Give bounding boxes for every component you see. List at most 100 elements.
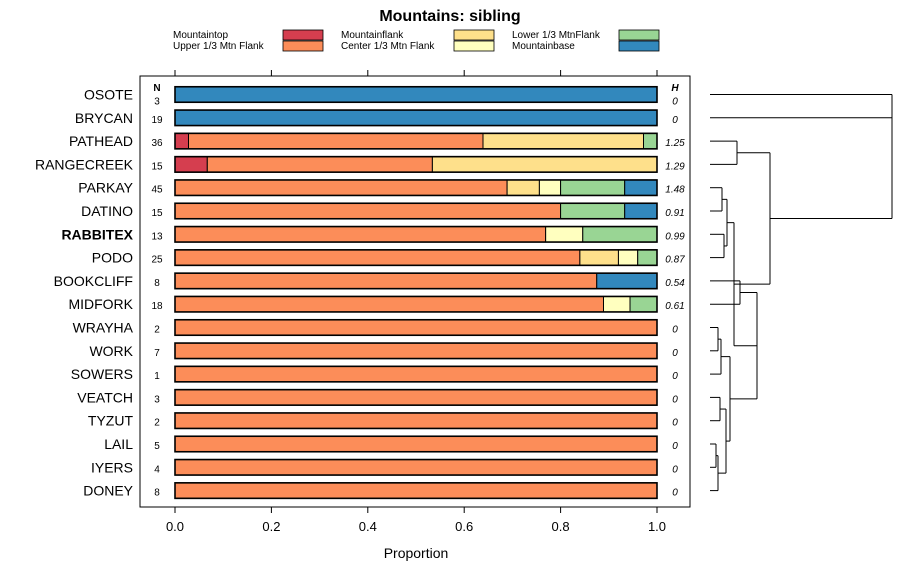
row-label: OSOTE xyxy=(84,87,133,103)
row-label: RANGECREEK xyxy=(35,156,134,172)
n-value: 25 xyxy=(151,255,163,266)
plot-frame xyxy=(139,75,691,508)
chart-title: Mountains: sibling xyxy=(379,8,520,25)
bar-outline xyxy=(174,249,658,267)
row-label: DATINO xyxy=(81,203,133,219)
bar-segment xyxy=(174,132,189,150)
bar-rows: OSOTE 3 0 BRYCAN 19 0 PATHEAD 36 1.25 RANGECREEK 1… xyxy=(35,85,685,500)
h-value: 0 xyxy=(672,97,678,108)
h-value: 0.99 xyxy=(665,231,685,242)
x-axis-title: Proportion xyxy=(384,545,449,561)
bar-segment xyxy=(174,482,658,499)
bar-segment xyxy=(174,156,208,173)
h-value: 1.29 xyxy=(665,161,685,172)
legend-label: Mountaintop xyxy=(173,30,228,41)
x-tick-label: 0.0 xyxy=(166,519,184,534)
bar-segment xyxy=(482,132,645,150)
row-label: RABBITEX xyxy=(61,226,133,242)
bar-segment xyxy=(629,295,658,313)
x-tick-label: 0.8 xyxy=(552,519,570,534)
bar-segment xyxy=(174,109,658,127)
row-label: PODO xyxy=(92,250,133,266)
legend-label: Mountainflank xyxy=(341,30,404,41)
n-value: 4 xyxy=(154,464,160,475)
h-value: 0.54 xyxy=(665,278,685,289)
bar-segment xyxy=(174,179,508,196)
bar-outline xyxy=(174,435,658,453)
n-value: 8 xyxy=(154,488,160,499)
n-value: 19 xyxy=(151,115,163,126)
legend-swatch xyxy=(618,29,660,41)
x-tick-label: 1.0 xyxy=(648,519,666,534)
x-axis: 0.0 0.2 0.4 0.6 0.8 1.0 xyxy=(166,70,666,534)
h-value: 0 xyxy=(672,464,678,475)
h-value: 0 xyxy=(672,488,678,499)
row-label: VEATCH xyxy=(77,389,133,405)
bar-segment xyxy=(582,226,658,243)
row-label: MIDFORK xyxy=(68,296,133,312)
legend-label: Upper 1/3 Mtn Flank xyxy=(173,41,265,52)
bar-segment xyxy=(174,412,658,429)
bar-segment xyxy=(560,202,626,220)
bar-outline xyxy=(174,295,658,313)
n-value: 15 xyxy=(151,161,163,172)
row-label: BRYCAN xyxy=(75,110,133,126)
h-value: 0 xyxy=(672,418,678,429)
bar-segment xyxy=(624,202,658,220)
n-value: 3 xyxy=(154,394,160,405)
n-value: 36 xyxy=(151,138,163,149)
n-value: 5 xyxy=(154,441,160,452)
n-value: 8 xyxy=(154,278,160,289)
bar-segment xyxy=(187,132,484,150)
bar-outline xyxy=(174,202,658,220)
row-label: BOOKCLIFF xyxy=(54,273,133,289)
bar-outline xyxy=(174,132,658,150)
h-value: 0 xyxy=(672,348,678,359)
bar-segment xyxy=(174,459,658,476)
row-label: LAIL xyxy=(104,436,133,452)
row-label: DONEY xyxy=(83,483,133,499)
bar-outline xyxy=(174,365,658,383)
bar-segment xyxy=(538,179,562,196)
bar-segment xyxy=(506,179,540,196)
legend-swatch xyxy=(282,40,324,52)
bar-segment xyxy=(596,272,658,290)
bar-segment xyxy=(174,86,658,103)
bar-outline xyxy=(174,179,658,197)
row-label: SOWERS xyxy=(71,366,133,382)
n-value: 15 xyxy=(151,208,163,219)
legend-label: Mountainbase xyxy=(512,41,575,52)
h-value: 0 xyxy=(672,325,678,336)
n-column-header: N xyxy=(153,83,160,94)
h-value: 1.25 xyxy=(665,138,685,149)
bar-outline xyxy=(174,482,658,500)
bar-outline xyxy=(174,109,658,127)
n-value: 1 xyxy=(154,371,160,382)
bar-segment xyxy=(602,295,631,313)
row-label: PATHEAD xyxy=(69,133,133,149)
h-value: 0 xyxy=(672,441,678,452)
row-label: WRAYHA xyxy=(73,320,134,336)
bar-outline xyxy=(174,85,658,104)
bar-segment xyxy=(174,226,547,243)
h-value: 0 xyxy=(672,115,678,126)
bar-segment xyxy=(617,249,639,266)
n-value: 18 xyxy=(151,301,163,312)
n-value: 45 xyxy=(151,185,163,196)
legend-label: Center 1/3 Mtn Flank xyxy=(341,41,435,52)
bar-outline xyxy=(174,272,658,290)
bar-outline xyxy=(174,155,658,173)
legend-swatch xyxy=(618,40,660,52)
bar-segment xyxy=(637,249,658,266)
bar-outline xyxy=(174,388,658,406)
row-label: IYERS xyxy=(91,459,133,475)
bar-segment xyxy=(624,179,658,196)
legend-swatch xyxy=(453,29,495,41)
bar-segment xyxy=(174,319,658,336)
x-tick-label: 0.2 xyxy=(262,519,280,534)
row-label: TYZUT xyxy=(88,413,134,429)
h-value: 0.61 xyxy=(665,301,684,312)
